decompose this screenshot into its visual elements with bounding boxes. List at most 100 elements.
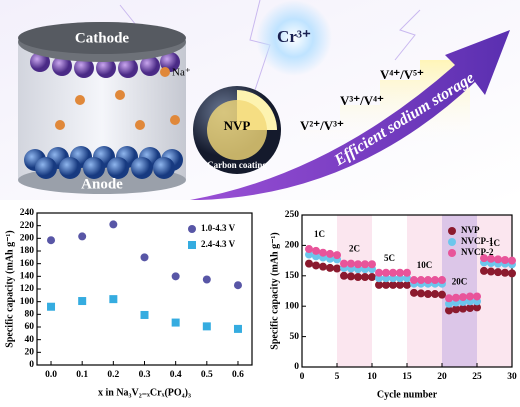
legend-marker — [188, 225, 196, 233]
data-point — [347, 259, 355, 268]
x-tick-label: 0.1 — [76, 370, 88, 380]
x-tick-label: 0.3 — [139, 370, 151, 380]
data-point — [202, 322, 211, 331]
rate-label: 5C — [384, 253, 395, 263]
x-tick-label: 15 — [402, 372, 412, 382]
data-point — [354, 260, 362, 269]
data-point — [403, 268, 411, 277]
arrow — [190, 30, 510, 200]
data-point — [389, 280, 397, 289]
data-point — [171, 318, 180, 327]
data-point — [78, 297, 87, 306]
x-tick-label: 30 — [507, 372, 517, 382]
data-point — [47, 302, 56, 311]
rate-region — [442, 215, 477, 367]
data-point — [445, 306, 453, 315]
data-point — [480, 266, 488, 275]
data-point — [494, 255, 502, 264]
cathode-top — [18, 22, 186, 54]
sodium-label: Na⁺ — [172, 67, 191, 79]
y-tick-label: 60 — [25, 322, 35, 332]
y-tick-label: 100 — [285, 301, 300, 311]
legend-label: NVP — [461, 225, 480, 235]
data-point — [305, 259, 313, 268]
y-tick-label: 120 — [20, 284, 35, 294]
y-tick-label: 150 — [285, 271, 300, 281]
data-point — [431, 290, 439, 299]
sodium-ions — [55, 67, 180, 130]
x-tick-label: 0.4 — [170, 370, 182, 380]
x-axis-label: Cycle number — [377, 389, 438, 400]
data-point — [312, 252, 320, 261]
data-point — [487, 267, 495, 276]
rate-region — [302, 215, 337, 367]
data-point — [459, 293, 467, 302]
y-tick-label: 80 — [25, 310, 35, 320]
data-point — [466, 292, 474, 301]
data-point — [333, 251, 341, 260]
couple-label: V²⁺/V³⁺ — [300, 118, 344, 133]
y-tick-label: 200 — [285, 241, 300, 251]
anode-particles — [24, 146, 183, 179]
rate-region — [337, 215, 372, 367]
x-axis-label: x in Na₃V₂₋ₓCrₓ(PO₄)₃ — [98, 387, 191, 398]
data-point — [47, 236, 56, 245]
data-point — [396, 268, 404, 277]
data-point — [109, 220, 118, 229]
data-point — [347, 272, 355, 281]
data-point — [438, 290, 446, 299]
data-point — [368, 260, 376, 269]
data-point — [368, 273, 376, 282]
x-tick-label: 0 — [300, 372, 305, 382]
y-tick-label: 0 — [294, 362, 299, 372]
chart: 1C 2C 5C 10C 20C 1C 0 5 10 15 20 25 30 0 50 100 150 200 25… — [269, 210, 517, 400]
x-tick-label: 20 — [437, 372, 447, 382]
dopant-glow — [256, 0, 332, 76]
data-point — [445, 294, 453, 303]
particle-core — [207, 100, 267, 160]
legend-marker — [448, 238, 456, 246]
data-point — [403, 280, 411, 289]
plot-frame — [36, 212, 253, 366]
anode-label: Anode — [81, 176, 123, 192]
legend-label: 1.0-4.3 V — [201, 223, 236, 233]
rate-region — [372, 215, 407, 367]
data-point — [396, 274, 404, 283]
data-point — [326, 263, 334, 272]
data-point — [305, 245, 313, 254]
data-point — [494, 268, 502, 277]
rate-label: 20C — [452, 277, 468, 287]
data-point — [508, 269, 516, 278]
x-tick-label: 10 — [367, 372, 377, 382]
y-tick-label: 140 — [20, 272, 35, 282]
data-point — [140, 253, 149, 262]
data-point — [487, 254, 495, 263]
data-point — [375, 268, 383, 277]
y-tick-label: 50 — [290, 332, 300, 342]
data-point — [312, 261, 320, 270]
data-point — [424, 290, 432, 299]
legend-marker — [448, 227, 456, 235]
data-point — [233, 281, 242, 290]
y-axis-label: Specific capacity (mAh g⁻¹) — [269, 232, 280, 349]
data-point — [312, 246, 320, 255]
data-point — [452, 305, 460, 314]
rate-label: 1C — [489, 238, 500, 248]
data-point — [340, 259, 348, 268]
data-point — [333, 264, 341, 273]
rate-region — [477, 215, 512, 367]
cathode-label: Cathode — [75, 30, 130, 46]
data-point — [473, 303, 481, 312]
data-point — [417, 289, 425, 298]
data-point — [473, 292, 481, 301]
y-tick-label: 250 — [285, 210, 300, 220]
y-tick-label: 240 — [20, 208, 35, 218]
data-point — [109, 295, 118, 304]
data-point — [501, 268, 509, 277]
data-point — [375, 280, 383, 289]
data-point — [389, 274, 397, 283]
rate-label: 10C — [417, 260, 433, 270]
data-point — [305, 250, 313, 259]
legend-label: 2.4-4.3 V — [201, 239, 236, 249]
